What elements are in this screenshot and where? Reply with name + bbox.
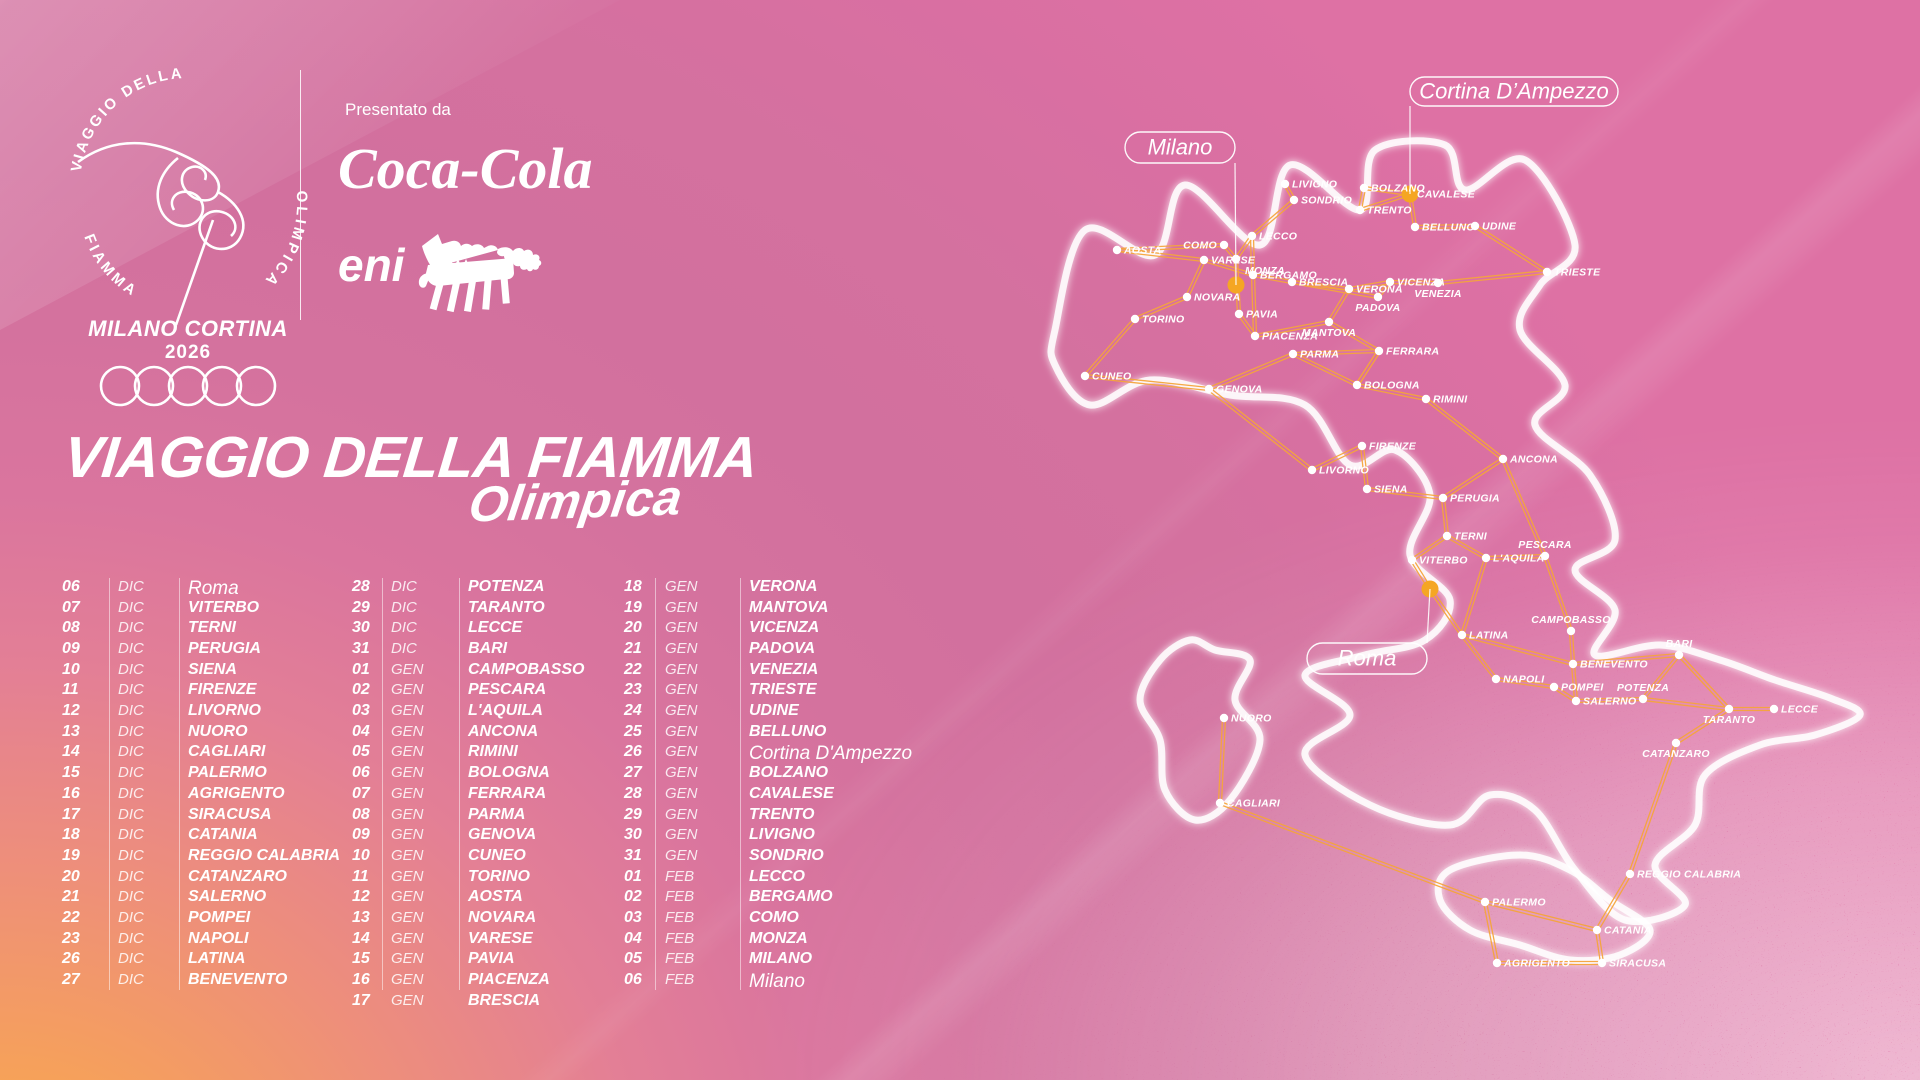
svg-text:AOSTA: AOSTA [1123,245,1161,257]
svg-text:CUNEO: CUNEO [1092,371,1131,383]
svg-text:ANCONA: ANCONA [1509,454,1558,466]
svg-text:AGRIGENTO: AGRIGENTO [1503,958,1570,970]
svg-text:SALERNO: SALERNO [1583,696,1636,708]
svg-text:Cortina D’Ampezzo: Cortina D’Ampezzo [1419,79,1609,104]
svg-text:CATANZARO: CATANZARO [1642,748,1710,760]
svg-text:CAVALESE: CAVALESE [1417,189,1476,201]
svg-text:BENEVENTO: BENEVENTO [1580,659,1648,671]
svg-text:POTENZA: POTENZA [1617,682,1669,694]
svg-text:UDINE: UDINE [1482,221,1517,233]
svg-text:BARI: BARI [1666,638,1694,650]
svg-text:LECCE: LECCE [1781,704,1819,716]
svg-text:BRESCIA: BRESCIA [1299,277,1348,289]
svg-text:VENEZIA: VENEZIA [1414,288,1462,300]
svg-text:CAMPOBASSO: CAMPOBASSO [1531,614,1610,626]
svg-text:TRIESTE: TRIESTE [1554,267,1601,279]
svg-text:PALERMO: PALERMO [1492,897,1546,909]
svg-text:FERRARA: FERRARA [1386,346,1439,358]
svg-text:SONDRIO: SONDRIO [1301,195,1352,207]
svg-text:TERNI: TERNI [1454,531,1488,543]
svg-text:LIVORNO: LIVORNO [1319,465,1369,477]
svg-text:LIVIGNO: LIVIGNO [1292,179,1337,191]
svg-text:VICENZA: VICENZA [1397,277,1445,289]
svg-text:NUORO: NUORO [1231,713,1272,725]
svg-text:TRENTO: TRENTO [1367,205,1412,217]
svg-text:TARANTO: TARANTO [1703,714,1755,726]
svg-text:SIRACUSA: SIRACUSA [1609,958,1666,970]
svg-text:COMO: COMO [1183,240,1217,252]
svg-text:PAVIA: PAVIA [1246,309,1278,321]
svg-text:REGGIO CALABRIA: REGGIO CALABRIA [1637,869,1741,881]
svg-text:VITERBO: VITERBO [1419,555,1468,567]
svg-text:RIMINI: RIMINI [1433,394,1468,406]
svg-text:L'AQUILA: L'AQUILA [1493,553,1545,565]
svg-text:PERUGIA: PERUGIA [1450,493,1500,505]
svg-text:POMPEI: POMPEI [1561,682,1604,694]
svg-text:CATANIA: CATANIA [1604,925,1652,937]
svg-text:PESCARA: PESCARA [1518,539,1571,551]
svg-text:NOVARA: NOVARA [1194,292,1241,304]
svg-text:VERONA: VERONA [1356,284,1403,296]
svg-text:LECCO: LECCO [1259,231,1297,243]
svg-text:TORINO: TORINO [1142,314,1184,326]
svg-text:PARMA: PARMA [1300,349,1339,361]
svg-text:SIENA: SIENA [1374,484,1408,496]
svg-text:CAGLIARI: CAGLIARI [1227,798,1281,810]
svg-text:NAPOLI: NAPOLI [1503,674,1545,686]
svg-text:FIRENZE: FIRENZE [1369,441,1417,453]
svg-text:PADOVA: PADOVA [1355,302,1400,314]
svg-text:PIACENZA: PIACENZA [1262,331,1318,343]
svg-text:BELLUNO: BELLUNO [1422,222,1475,234]
svg-text:Roma: Roma [1338,646,1397,671]
svg-text:LATINA: LATINA [1469,630,1509,642]
svg-text:GENOVA: GENOVA [1216,384,1263,396]
svg-text:Milano: Milano [1148,135,1213,160]
svg-text:BOLOGNA: BOLOGNA [1364,380,1420,392]
